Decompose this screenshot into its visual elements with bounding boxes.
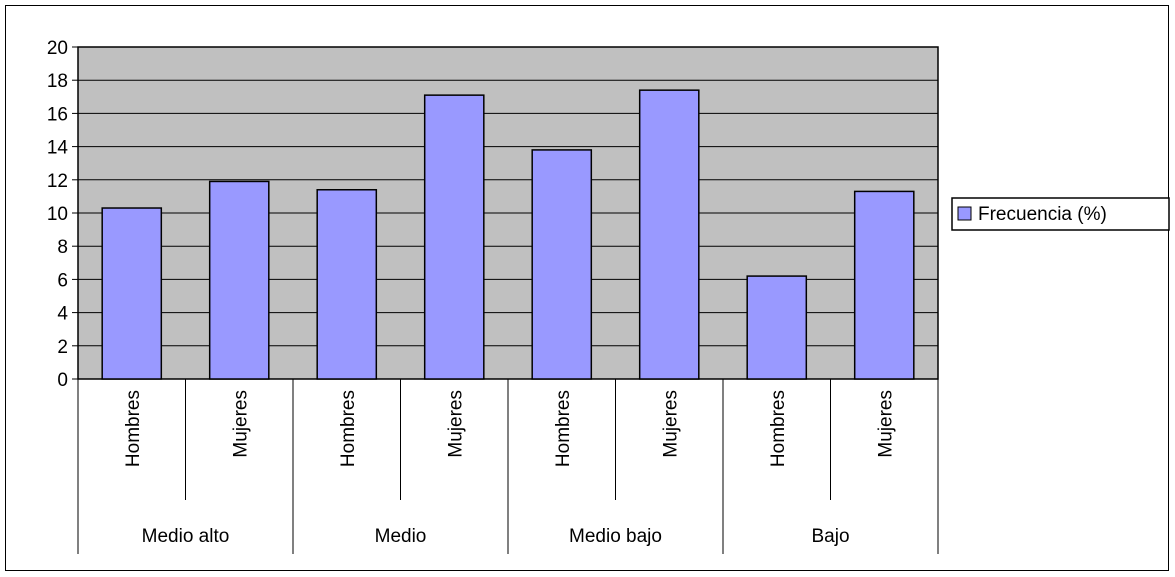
y-tick-label: 10 [47, 204, 68, 225]
y-tick-label: 2 [57, 337, 68, 358]
bar [208, 180, 270, 380]
y-tick-label: 18 [47, 71, 68, 92]
x-category-label: Hombres [123, 390, 144, 467]
x-group-label: Bajo [811, 526, 849, 547]
x-category-label: Mujeres [875, 390, 896, 458]
bar [101, 207, 163, 380]
bar [531, 149, 593, 380]
y-tick-label: 4 [57, 304, 68, 325]
bars [101, 89, 915, 380]
x-category-label: Mujeres [445, 390, 466, 458]
x-category-label: Hombres [338, 390, 359, 467]
x-category-label: Hombres [768, 390, 789, 467]
bar [638, 89, 700, 380]
x-category-label: Mujeres [660, 390, 681, 458]
legend-label: Frecuencia (%) [978, 204, 1107, 225]
y-tick-label: 12 [47, 171, 68, 192]
bar [316, 189, 378, 380]
y-tick-label: 0 [57, 370, 68, 391]
x-group-label: Medio alto [142, 526, 230, 547]
y-tick-label: 6 [57, 270, 68, 291]
x-group-label: Medio bajo [569, 526, 662, 547]
y-tick-label: 20 [47, 38, 68, 59]
legend: Frecuencia (%) [951, 197, 1170, 231]
bar [423, 94, 485, 380]
bar [853, 190, 915, 380]
y-axis: 0 2 4 6 8 10 12 14 16 18 20 [47, 38, 78, 391]
y-tick-label: 16 [47, 104, 68, 125]
x-category-label: Mujeres [230, 390, 251, 458]
bar [746, 275, 808, 380]
y-tick-label: 8 [57, 237, 68, 258]
x-group-label: Medio [375, 526, 427, 547]
x-axis: Hombres Mujeres Hombres Mujeres Hombres Mujer… [77, 379, 939, 554]
legend-box [951, 197, 1170, 231]
y-tick-label: 14 [47, 138, 69, 159]
legend-swatch [957, 206, 972, 221]
x-category-label: Hombres [553, 390, 574, 467]
